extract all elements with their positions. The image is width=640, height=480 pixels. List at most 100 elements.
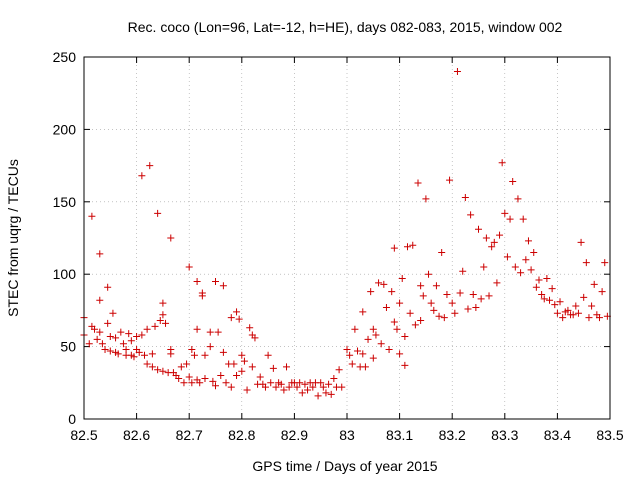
- data-point: [138, 172, 146, 180]
- data-point: [185, 373, 193, 381]
- data-point: [417, 282, 425, 290]
- x-tick-label: 83.3: [491, 427, 518, 443]
- data-point: [322, 389, 330, 397]
- data-point: [91, 325, 99, 333]
- data-point: [206, 343, 214, 351]
- x-tick-label: 82.9: [281, 427, 308, 443]
- x-tick-label: 83: [339, 427, 355, 443]
- data-point: [501, 209, 509, 217]
- data-point: [351, 325, 359, 333]
- data-point: [490, 238, 498, 246]
- data-point: [327, 390, 335, 398]
- data-point: [580, 293, 588, 301]
- data-point: [217, 372, 225, 380]
- data-point: [230, 360, 238, 368]
- data-point: [88, 212, 96, 220]
- data-point: [140, 351, 148, 359]
- data-point: [411, 321, 419, 329]
- data-point: [159, 311, 167, 319]
- data-point: [451, 309, 459, 317]
- data-point: [330, 374, 338, 382]
- data-point: [104, 283, 112, 291]
- data-point: [188, 345, 196, 353]
- data-point: [446, 176, 454, 184]
- data-point: [422, 195, 430, 203]
- data-point: [535, 276, 543, 284]
- data-point: [227, 314, 235, 322]
- data-point: [133, 332, 141, 340]
- data-point: [159, 299, 167, 307]
- data-point: [506, 215, 514, 223]
- data-point: [364, 335, 372, 343]
- x-tick-label: 83.2: [439, 427, 466, 443]
- data-point: [477, 295, 485, 303]
- data-point: [206, 328, 214, 336]
- data-point: [309, 383, 317, 391]
- data-point: [222, 379, 230, 387]
- data-point: [359, 308, 367, 316]
- x-tick-label: 82.8: [228, 427, 255, 443]
- data-point: [325, 380, 333, 388]
- data-point: [514, 195, 522, 203]
- data-point: [385, 345, 393, 353]
- data-point: [235, 315, 243, 323]
- data-point: [519, 215, 527, 223]
- data-point: [167, 350, 175, 358]
- data-point: [540, 295, 548, 303]
- data-point: [553, 309, 561, 317]
- data-point: [527, 266, 535, 274]
- x-tick-label: 82.7: [176, 427, 203, 443]
- data-point: [190, 351, 198, 359]
- data-point: [393, 325, 401, 333]
- data-point: [396, 299, 404, 307]
- data-point: [154, 366, 162, 374]
- data-point: [574, 309, 582, 317]
- data-point: [154, 209, 162, 217]
- data-point: [127, 337, 135, 345]
- data-point: [482, 234, 490, 242]
- data-point: [488, 243, 496, 251]
- data-point: [238, 367, 246, 375]
- data-point: [538, 290, 546, 298]
- data-point: [101, 345, 109, 353]
- x-tick-label: 83.4: [544, 427, 571, 443]
- data-point: [390, 318, 398, 326]
- data-point: [493, 279, 501, 287]
- data-point: [151, 322, 159, 330]
- y-tick-label: 100: [53, 266, 77, 282]
- data-point: [382, 304, 390, 312]
- data-point: [188, 379, 196, 387]
- data-point: [369, 354, 377, 362]
- data-point: [590, 280, 598, 288]
- data-point: [283, 363, 291, 371]
- grid-lines: [84, 57, 610, 419]
- data-point: [375, 279, 383, 287]
- data-point: [396, 350, 404, 358]
- data-point: [243, 386, 251, 394]
- data-point: [403, 243, 411, 251]
- data-point: [548, 285, 556, 293]
- data-point: [143, 325, 151, 333]
- data-point: [162, 319, 170, 327]
- x-axis-label: GPS time / Days of year 2015: [252, 458, 437, 474]
- data-point: [240, 357, 248, 365]
- data-point: [146, 162, 154, 170]
- data-point: [582, 259, 590, 267]
- data-point: [348, 360, 356, 368]
- data-point: [543, 275, 551, 283]
- data-point: [430, 306, 438, 314]
- data-point: [414, 179, 422, 187]
- data-point: [159, 367, 167, 375]
- data-point: [214, 328, 222, 336]
- data-point: [93, 335, 101, 343]
- data-point: [304, 386, 312, 394]
- data-point: [251, 334, 259, 342]
- data-point: [96, 296, 104, 304]
- axis-ticks: 82.5 82.6 82.7 82.8 82.9 83 83.1 83.2 83.3 83.4 83…: [53, 49, 624, 443]
- x-tick-label: 83.5: [596, 427, 623, 443]
- plot-frame: [83, 56, 611, 420]
- data-point: [530, 248, 538, 256]
- data-point: [196, 379, 204, 387]
- data-point: [453, 67, 461, 75]
